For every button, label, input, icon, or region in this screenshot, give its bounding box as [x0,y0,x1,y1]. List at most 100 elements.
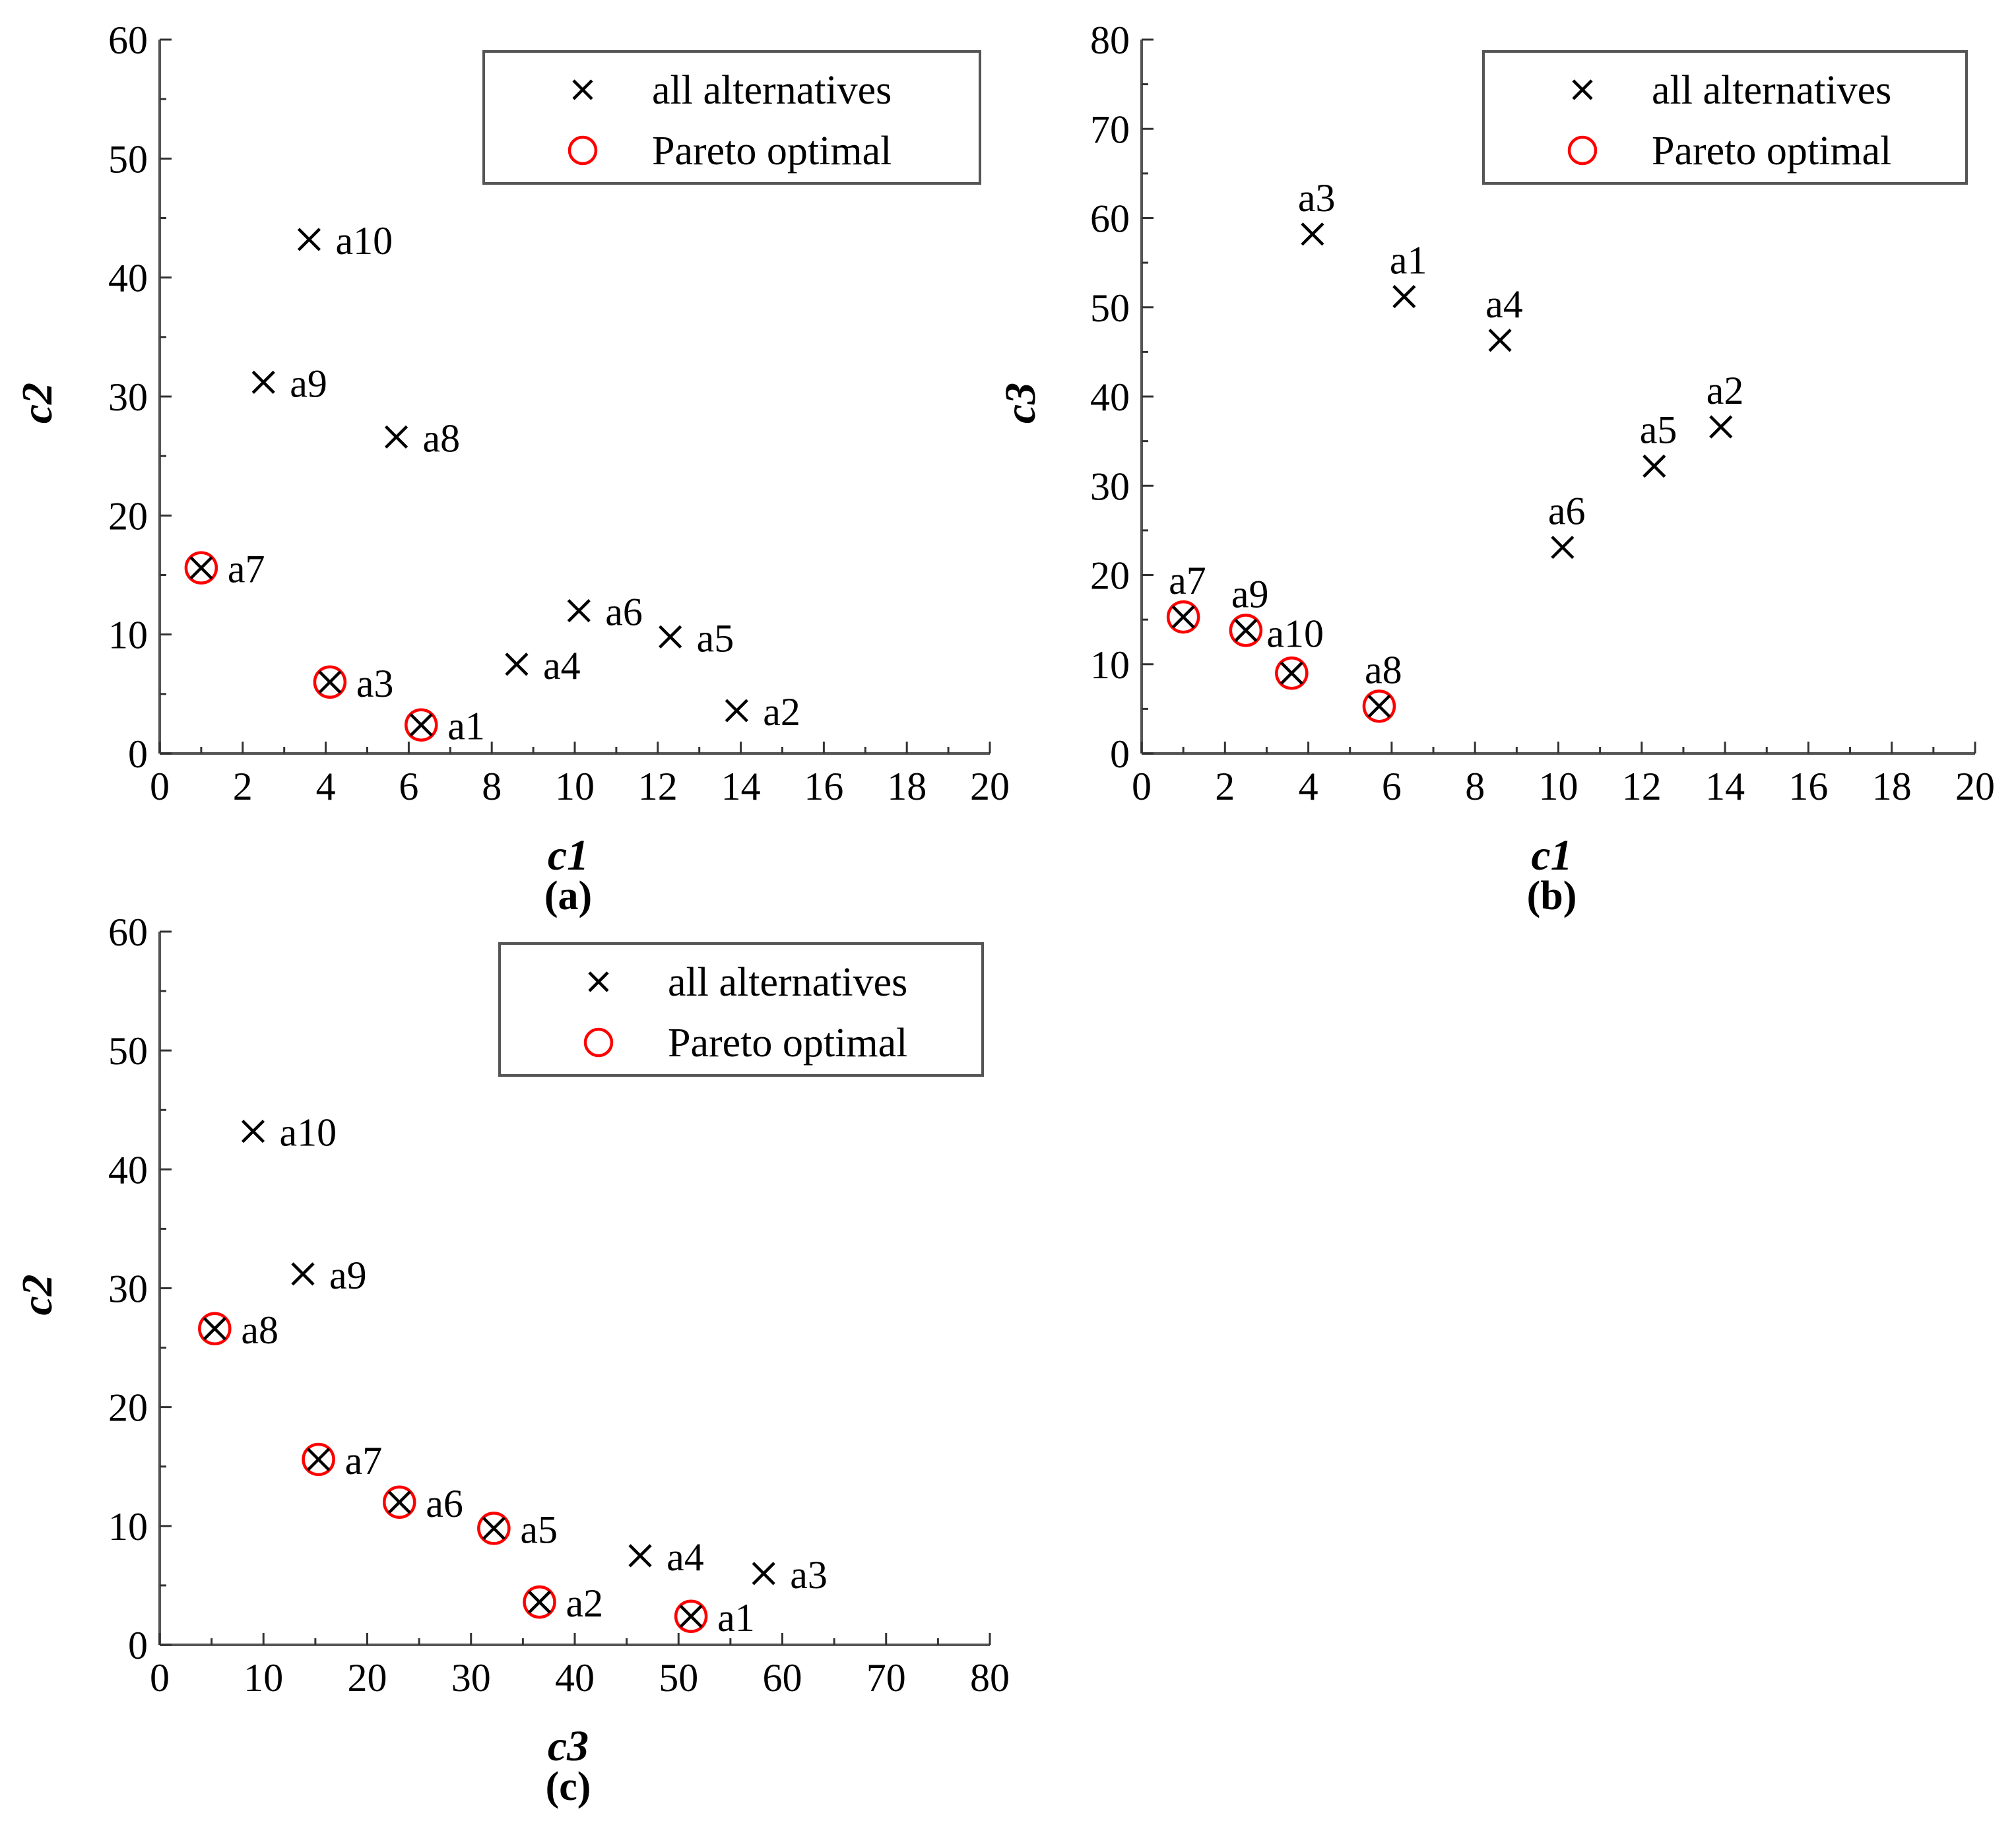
cross-stroke [752,1562,775,1585]
x-tick-label: 16 [804,765,843,808]
legend-cross-icon [572,79,593,100]
point-label-a9: a9 [1231,572,1269,616]
cross-stroke [251,370,275,394]
y-tick-label: 30 [1090,464,1130,508]
legend: all alternatives Pareto optimal [1482,50,1968,185]
cross-stroke [1367,694,1391,718]
x-axis-title: c1 [1531,831,1572,880]
x-tick-label: 6 [399,765,418,808]
cross-stroke [725,699,748,722]
point-a8 [384,425,408,449]
point-label-a1: a1 [447,705,485,748]
x-tick-label: 6 [1382,765,1402,808]
point-a2 [725,699,748,722]
y-tick-label: 60 [108,18,148,62]
point-a2 [527,1590,552,1614]
x-tick-label: 30 [451,1656,491,1700]
x-axis-title: c1 [548,831,589,880]
cross-stroke [1171,605,1195,629]
y-tick-label: 60 [108,911,148,954]
legend-entry-all-alternatives: all alternatives [652,68,892,113]
x-tick-label: 12 [638,765,678,808]
cross-stroke [1488,329,1512,352]
x-tick-label: 14 [721,765,761,808]
point-a7 [307,1448,331,1471]
y-tick-label: 40 [1090,375,1130,419]
point-a4 [628,1544,652,1568]
x-tick-label: 18 [1872,765,1912,808]
point-label-a3: a3 [1298,176,1336,220]
cross-stroke [384,425,408,449]
cross-stroke [291,1262,315,1286]
y-tick-label: 50 [1090,286,1130,330]
y-tick-label: 40 [108,257,148,300]
point-label-a7: a7 [1169,559,1206,602]
x-tick-label: 2 [1215,765,1235,808]
legend-entry-all-alternatives: all alternatives [1652,68,1891,113]
point-a1 [679,1605,703,1628]
x-tick-label: 10 [1539,765,1578,808]
cross-stroke [387,1490,411,1514]
point-label-a9: a9 [290,362,327,405]
legend-cross-icon [1572,79,1593,100]
x-tick-label: 70 [866,1656,906,1700]
x-tick-label: 0 [150,765,170,808]
x-tick-label: 10 [244,1656,283,1700]
point-a5 [1642,454,1666,478]
cross-stroke [628,1544,652,1568]
point-label-a5: a5 [520,1508,558,1551]
x-axis-title: c3 [548,1722,589,1770]
pareto-point-a10 [1275,656,1309,690]
legend-circle-icon [583,1027,614,1058]
point-a5 [482,1516,505,1541]
x-tick-label: 20 [970,765,1010,808]
legend-entry-pareto-optimal: Pareto optimal [1652,129,1891,174]
legend: all alternatives Pareto optimal [498,942,984,1077]
legend-entry-all-alternatives: all alternatives [668,960,907,1005]
pareto-point-a2 [523,1585,556,1619]
y-tick-label: 40 [108,1148,148,1192]
point-label-a8: a8 [1365,648,1402,691]
point-label-a4: a4 [1485,282,1523,326]
legend-entry-pareto-optimal: Pareto optimal [652,129,892,174]
chart-panel-3: 0 10 20 30 40 50 60 70 80 0 10 20 30 40 50 60 c3 c2 (c) a1 a… [13,911,1010,1809]
point-label-a5: a5 [697,616,734,660]
y-tick-label: 60 [1090,197,1130,241]
cross-stroke [1642,454,1666,478]
point-label-a9: a9 [329,1254,367,1297]
cross-stroke [527,1590,552,1614]
cross-stroke [679,1605,703,1628]
point-label-a1: a1 [1390,239,1427,282]
point-a3 [752,1562,775,1585]
cross-stroke [297,228,321,251]
y-tick-label: 0 [1110,732,1130,776]
point-a8 [1367,694,1391,718]
point-label-a6: a6 [605,591,643,634]
x-tick-label: 80 [970,1656,1010,1700]
point-label-a3: a3 [356,662,394,705]
cross-stroke [1301,222,1324,246]
cross-stroke [505,653,529,676]
x-tick-label: 16 [1788,765,1828,808]
x-tick-label: 12 [1622,765,1662,808]
point-a5 [659,625,682,649]
point-label-a4: a4 [667,1535,704,1579]
y-axis-title: c2 [13,383,61,424]
pareto-point-a7 [184,551,218,585]
cross-stroke [659,625,682,649]
x-tick-label: 20 [1955,765,1995,808]
y-axis-title: c3 [996,383,1045,424]
y-tick-label: 20 [1090,554,1130,598]
y-tick-label: 10 [108,614,148,657]
y-tick-label: 80 [1090,18,1130,62]
y-tick-label: 10 [108,1505,148,1549]
pareto-point-a9 [1229,614,1263,647]
y-tick-label: 50 [108,137,148,181]
point-a6 [387,1490,411,1514]
legend-box [1482,50,1968,185]
legend: all alternatives Pareto optimal [482,50,981,185]
point-label-a7: a7 [228,548,265,591]
y-tick-label: 50 [108,1029,148,1073]
y-tick-label: 20 [108,1386,148,1430]
cross-stroke [189,556,213,580]
